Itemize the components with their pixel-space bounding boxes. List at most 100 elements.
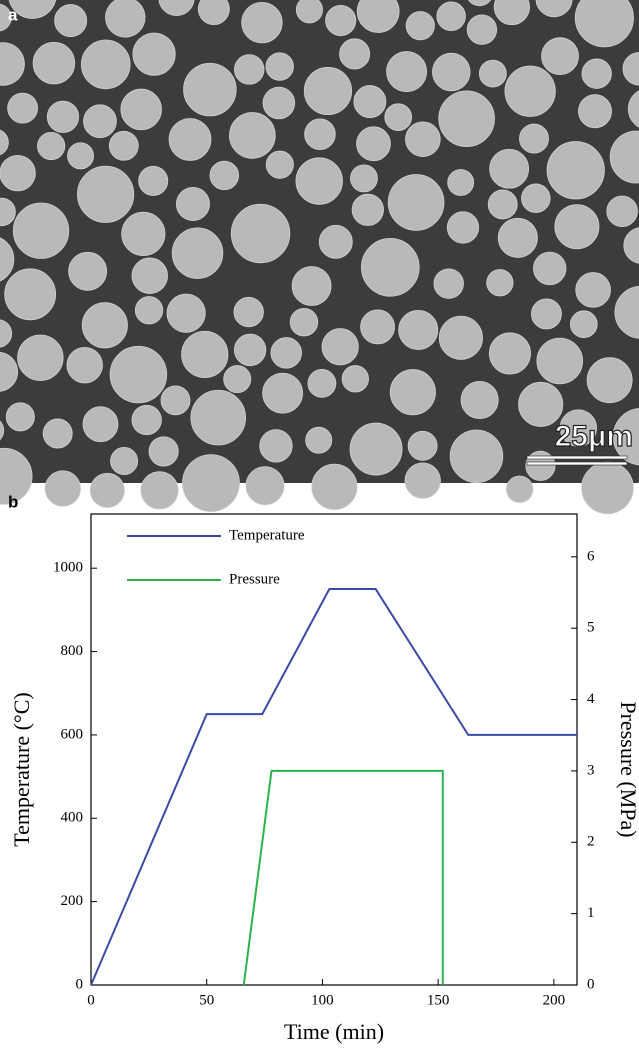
- particle: [541, 37, 579, 76]
- x-tick-label: 150: [427, 992, 450, 1008]
- particle: [627, 90, 639, 128]
- particle: [105, 0, 146, 38]
- particle: [489, 148, 530, 189]
- particle: [554, 204, 600, 250]
- particle: [535, 0, 573, 18]
- y2-tick-label: 0: [587, 976, 595, 992]
- particle: [131, 257, 168, 294]
- particle: [148, 436, 179, 467]
- particle: [389, 369, 436, 416]
- particle: [433, 268, 464, 299]
- particle: [46, 100, 80, 133]
- particle: [0, 447, 33, 505]
- y2-tick-label: 5: [587, 620, 595, 636]
- particle: [229, 112, 276, 159]
- particle: [182, 454, 240, 512]
- x-tick-label: 100: [311, 992, 334, 1008]
- particle: [80, 39, 131, 90]
- plot-frame: [90, 513, 578, 986]
- y-tick-label: 0: [76, 976, 84, 992]
- particle: [360, 309, 395, 345]
- particle: [311, 463, 358, 511]
- series-line: [242, 769, 444, 986]
- particle: [407, 430, 438, 461]
- y-tick-label: 600: [61, 726, 84, 742]
- particle: [54, 4, 88, 38]
- particle: [32, 41, 76, 85]
- particle: [0, 351, 19, 392]
- particle: [0, 42, 25, 86]
- particle: [183, 62, 237, 117]
- particle: [121, 211, 166, 256]
- particle: [0, 197, 16, 227]
- particle: [160, 385, 191, 416]
- chart: 0 50 100 150 200 0 200 400 600 800 1000 0 1 2 3 4 5 6 Time…: [9, 513, 639, 1044]
- particle: [175, 186, 210, 221]
- particle: [190, 389, 246, 446]
- particle: [438, 315, 483, 360]
- particle: [158, 0, 195, 16]
- particle: [575, 272, 611, 308]
- particle: [262, 372, 304, 414]
- scale-bar-label: 25μm: [555, 420, 633, 453]
- particle: [223, 365, 252, 394]
- particle: [4, 268, 57, 321]
- particle: [432, 52, 471, 92]
- particle: [405, 11, 435, 41]
- particle: [504, 65, 556, 117]
- particle: [325, 5, 357, 37]
- particle: [460, 380, 499, 420]
- particle: [466, 14, 498, 45]
- particle: [295, 0, 323, 24]
- particle: [360, 237, 420, 297]
- particle: [270, 337, 302, 369]
- particle: [606, 195, 638, 228]
- particle: [233, 296, 264, 328]
- particle: [265, 150, 294, 179]
- particle: [291, 266, 332, 306]
- particle: [82, 406, 119, 443]
- x-tick-label: 200: [543, 992, 566, 1008]
- particle: [12, 202, 70, 259]
- particle: [398, 310, 439, 351]
- particle: [614, 285, 639, 339]
- particle: [110, 447, 139, 475]
- particle: [241, 1, 283, 44]
- particle: [305, 426, 333, 454]
- particle: [7, 92, 39, 124]
- particle: [171, 227, 224, 279]
- particle: [83, 104, 117, 139]
- particle: [536, 337, 584, 385]
- particle: [622, 52, 639, 86]
- particle: [0, 3, 12, 32]
- particle: [108, 130, 139, 161]
- particle: [356, 0, 400, 33]
- particle: [505, 475, 534, 504]
- y-axis-label: Temperature (°C): [9, 692, 34, 846]
- particle: [487, 189, 518, 220]
- particle: [44, 470, 81, 507]
- y2-axis-label: Pressure (MPa): [616, 701, 639, 837]
- particle: [586, 357, 633, 404]
- particle: [578, 94, 612, 129]
- particle: [609, 130, 639, 184]
- particle: [488, 332, 532, 375]
- particle: [521, 183, 551, 213]
- particle: [356, 126, 391, 162]
- particle: [0, 129, 9, 156]
- panel-label: b: [8, 492, 18, 511]
- particle: [89, 472, 125, 508]
- particle: [307, 368, 337, 398]
- micrograph: [0, 0, 639, 515]
- scale-bar: [526, 461, 628, 466]
- particle: [66, 346, 103, 384]
- y2-tick-label: 1: [587, 905, 595, 921]
- particle: [623, 227, 639, 264]
- particle: [303, 66, 353, 116]
- particle: [209, 160, 240, 191]
- panel-label: a: [8, 5, 18, 24]
- particle: [321, 328, 359, 366]
- particle: [519, 123, 549, 154]
- particle: [569, 310, 598, 339]
- particle: [259, 429, 293, 463]
